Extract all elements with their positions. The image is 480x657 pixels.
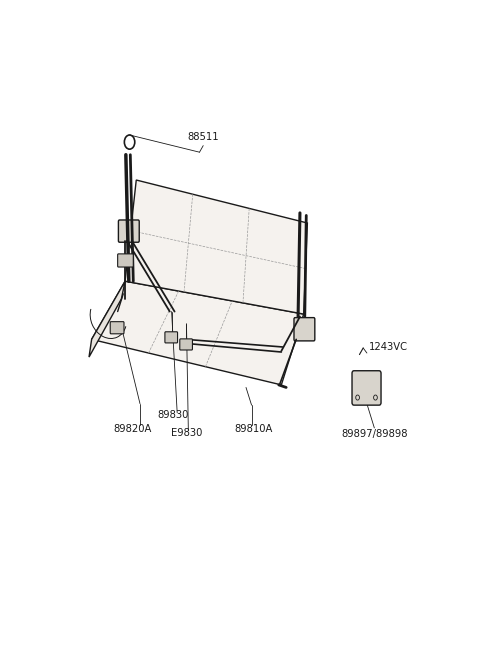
FancyBboxPatch shape	[118, 254, 133, 267]
Text: 89820A: 89820A	[113, 424, 152, 434]
FancyBboxPatch shape	[294, 317, 315, 341]
Polygon shape	[125, 180, 307, 314]
FancyBboxPatch shape	[180, 339, 192, 350]
Text: 89830: 89830	[158, 410, 189, 420]
Text: 89810A: 89810A	[234, 424, 273, 434]
Polygon shape	[92, 281, 304, 385]
Polygon shape	[89, 281, 125, 357]
Text: 88511: 88511	[187, 132, 219, 142]
FancyBboxPatch shape	[165, 332, 178, 343]
Text: 89897/89898: 89897/89898	[341, 429, 408, 439]
Text: 1243VC: 1243VC	[369, 342, 408, 352]
FancyBboxPatch shape	[110, 322, 124, 334]
Text: E9830: E9830	[171, 428, 202, 438]
FancyBboxPatch shape	[119, 220, 139, 242]
FancyBboxPatch shape	[352, 371, 381, 405]
